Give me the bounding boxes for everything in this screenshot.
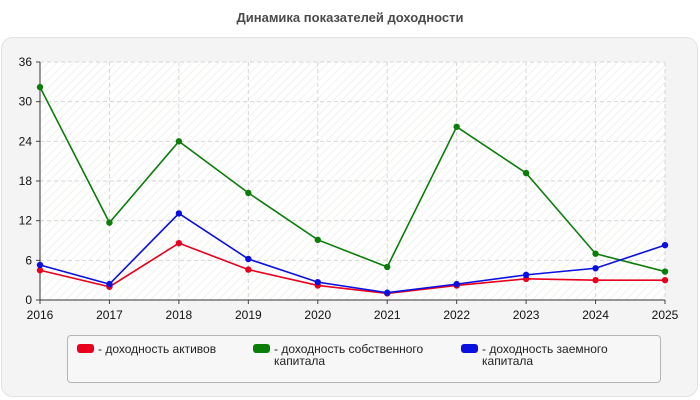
x-tick-label: 2023	[513, 308, 540, 322]
legend-swatch-debt	[461, 344, 478, 353]
data-point-debt	[175, 210, 183, 217]
legend-item-debt: - доходность заемного капитала	[461, 343, 647, 367]
data-point-assets	[592, 276, 599, 284]
y-tick-label: 12	[19, 214, 33, 228]
y-tick-label: 0	[25, 293, 32, 307]
y-tick-label: 36	[19, 55, 33, 69]
y-tick-label: 30	[19, 95, 33, 109]
data-point-equity	[36, 83, 44, 91]
data-point-equity	[314, 236, 321, 244]
data-point-equity	[522, 169, 530, 177]
y-tick-label: 6	[25, 253, 32, 267]
x-tick-label: 2022	[443, 308, 470, 322]
legend-swatch-equity	[253, 344, 270, 353]
x-tick-label: 2016	[27, 308, 54, 322]
legend-label-equity: - доходность собственного капитала	[274, 342, 424, 368]
data-point-debt	[453, 280, 460, 288]
data-point-assets	[175, 239, 183, 247]
series-line-debt	[39, 212, 666, 294]
data-point-equity	[175, 138, 183, 145]
x-tick-label: 2021	[374, 308, 401, 322]
legend-label-assets: - доходность активов	[98, 342, 217, 356]
series-line-assets	[39, 242, 665, 295]
legend: - доходность активов - доходность собств…	[67, 335, 661, 383]
data-point-equity	[592, 250, 599, 257]
data-point-debt	[592, 265, 599, 272]
data-point-equity	[106, 219, 113, 226]
legend-item-equity: - доходность собственного капитала	[253, 343, 439, 367]
y-tick-label: 24	[19, 134, 33, 148]
data-point-equity	[384, 263, 391, 271]
data-point-debt	[314, 278, 321, 286]
data-point-debt	[245, 255, 252, 263]
y-tick-label: 18	[19, 174, 33, 188]
data-point-equity	[245, 189, 252, 197]
legend-swatch-assets	[77, 344, 94, 353]
series-line-equity	[39, 86, 666, 273]
data-point-assets	[36, 267, 44, 274]
data-point-debt	[522, 271, 530, 279]
x-tick-label: 2017	[96, 308, 123, 322]
x-tick-label: 2020	[304, 308, 331, 322]
data-point-debt	[106, 280, 113, 288]
chart-title: Динамика показателей доходности	[236, 10, 464, 25]
legend-item-assets: - доходность активов	[77, 343, 263, 355]
data-point-debt	[661, 241, 669, 249]
x-tick-label: 2019	[235, 308, 262, 322]
data-point-debt	[384, 289, 391, 296]
data-point-assets	[661, 276, 669, 284]
x-tick-label: 2018	[166, 308, 193, 322]
data-point-equity	[453, 123, 460, 130]
legend-label-debt: - доходность заемного капитала	[482, 342, 608, 368]
data-point-equity	[661, 268, 669, 275]
x-tick-label: 2025	[652, 308, 679, 322]
axes: 0 6 12 18 24 30 36 2016 2017 2018 2019 2020 2021 2022…	[19, 55, 679, 322]
x-tick-label: 2024	[582, 308, 609, 322]
data-point-assets	[245, 266, 252, 273]
series-group	[36, 83, 669, 297]
data-point-debt	[36, 261, 44, 269]
